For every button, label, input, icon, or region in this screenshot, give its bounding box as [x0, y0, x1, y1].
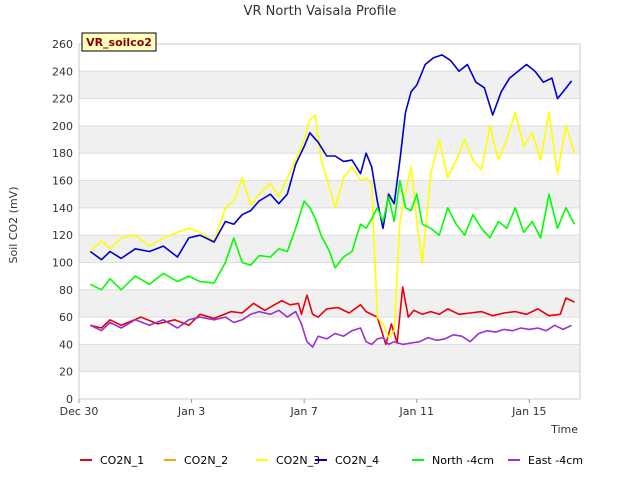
y-tick-label: 100 [52, 256, 73, 269]
grid-band [79, 71, 580, 99]
y-tick-label: 140 [52, 202, 73, 215]
x-tick-label: Dec 30 [60, 405, 99, 418]
y-tick-label: 260 [52, 38, 73, 51]
plot-area [79, 43, 580, 400]
x-tick-label: Jan 3 [177, 405, 205, 418]
series-line-co2n-4 [89, 54, 573, 261]
badge-box [81, 32, 157, 52]
series-line-co2n-3 [89, 111, 576, 339]
x-tick-label: Jan 11 [399, 405, 434, 418]
y-tick-label: 220 [52, 93, 73, 106]
series-line-north-4cm [89, 179, 576, 291]
badge: VR_soilco2 [81, 32, 157, 52]
y-tick-label: 180 [52, 147, 73, 160]
grid-band [79, 125, 580, 154]
y-tick-label: 20 [59, 366, 73, 379]
y-tick-label: 240 [52, 65, 73, 78]
chart-title: VR North Vaisala Profile [244, 4, 397, 19]
x-tick-label: Jan 15 [511, 405, 546, 418]
x-axis-title: Time [550, 423, 578, 436]
y-tick-label: 40 [59, 338, 73, 351]
axes: 0 20 40 60 80 100 120 140 160 180 200 220 240 260 Dec … [52, 38, 581, 418]
y-tick-label: 0 [66, 393, 73, 406]
series-line-co2n-1 [90, 286, 575, 346]
grid-band [79, 344, 580, 372]
y-tick-label: 160 [52, 175, 73, 188]
y-tick-label: 80 [59, 284, 73, 297]
y-tick-label: 60 [59, 311, 73, 324]
series-lines [89, 54, 576, 348]
series-line-east-4cm [89, 309, 572, 348]
grid-band [79, 235, 580, 263]
plot-border [78, 43, 581, 400]
legend-label-co2n-3: CO2N_3 [276, 454, 320, 467]
badge-label: VR_soilco2 [86, 36, 152, 49]
y-tick-label: 200 [52, 120, 73, 133]
y-axis-title: Soil CO2 (mV) [7, 187, 20, 264]
legend-label-co2n-4: CO2N_4 [335, 454, 379, 467]
grid-band [79, 180, 580, 208]
legend-label-north-4cm: North -4cm [432, 454, 494, 467]
legend-label-co2n-2: CO2N_2 [184, 454, 228, 467]
x-tick-label: Jan 7 [289, 405, 317, 418]
grid-band [79, 289, 580, 318]
y-tick-label: 120 [52, 229, 73, 242]
legend-label-east-4cm: East -4cm [528, 454, 583, 467]
legend-label-co2n-1: CO2N_1 [100, 454, 144, 467]
legend: CO2N_1 CO2N_2 CO2N_3 CO2N_4 North -4cm East -… [80, 454, 583, 467]
